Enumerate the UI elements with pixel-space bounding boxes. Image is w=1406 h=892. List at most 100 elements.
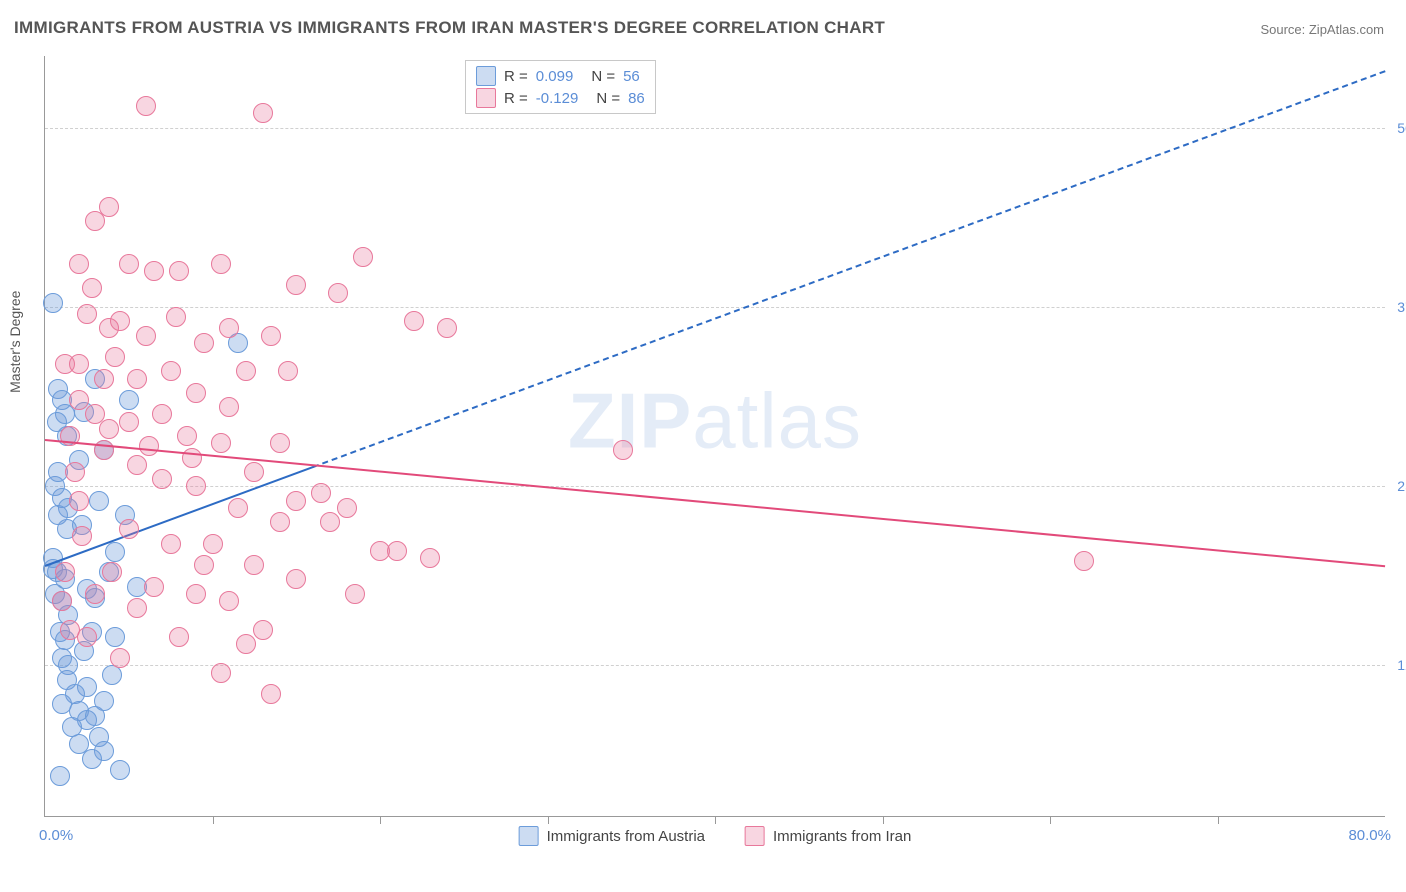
x-tick xyxy=(380,816,381,824)
data-point xyxy=(169,627,189,647)
legend-label-iran: Immigrants from Iran xyxy=(773,828,911,845)
data-point xyxy=(253,103,273,123)
stat-label: R = xyxy=(504,68,528,85)
data-point xyxy=(236,634,256,654)
data-point xyxy=(194,555,214,575)
stat-label: R = xyxy=(504,90,528,107)
data-point xyxy=(387,541,407,561)
data-point xyxy=(82,278,102,298)
data-point xyxy=(77,304,97,324)
data-point xyxy=(110,311,130,331)
data-point xyxy=(119,254,139,274)
legend: Immigrants from Austria Immigrants from … xyxy=(519,826,912,846)
data-point xyxy=(244,462,264,482)
legend-swatch-iran xyxy=(745,826,765,846)
data-point xyxy=(161,361,181,381)
data-point xyxy=(82,749,102,769)
swatch-austria xyxy=(476,66,496,86)
data-point xyxy=(144,261,164,281)
data-point xyxy=(613,440,633,460)
data-point xyxy=(69,491,89,511)
data-point xyxy=(94,369,114,389)
data-point xyxy=(186,476,206,496)
legend-item-iran: Immigrants from Iran xyxy=(745,826,911,846)
gridline xyxy=(45,665,1385,666)
scatter-chart: Master's Degree ZIPatlas R = 0.099 N = 5… xyxy=(44,56,1385,817)
x-tick xyxy=(213,816,214,824)
gridline xyxy=(45,307,1385,308)
data-point xyxy=(152,404,172,424)
data-point xyxy=(105,627,125,647)
data-point xyxy=(219,397,239,417)
data-point xyxy=(286,491,306,511)
data-point xyxy=(65,462,85,482)
data-point xyxy=(353,247,373,267)
stat-label: N = xyxy=(596,90,620,107)
legend-label-austria: Immigrants from Austria xyxy=(547,828,705,845)
data-point xyxy=(152,469,172,489)
y-tick-label: 37.5% xyxy=(1397,299,1406,315)
data-point xyxy=(43,293,63,313)
data-point xyxy=(110,648,130,668)
data-point xyxy=(55,562,75,582)
data-point xyxy=(194,333,214,353)
data-point xyxy=(89,491,109,511)
data-point xyxy=(105,347,125,367)
data-point xyxy=(99,197,119,217)
data-point xyxy=(261,684,281,704)
data-point xyxy=(311,483,331,503)
data-point xyxy=(253,620,273,640)
data-point xyxy=(55,354,75,374)
data-point xyxy=(127,369,147,389)
data-point xyxy=(161,534,181,554)
y-tick-label: 12.5% xyxy=(1397,657,1406,673)
legend-item-austria: Immigrants from Austria xyxy=(519,826,705,846)
data-point xyxy=(182,448,202,468)
data-point xyxy=(94,691,114,711)
data-point xyxy=(1074,551,1094,571)
data-point xyxy=(52,591,72,611)
stats-row-iran: R = -0.129 N = 86 xyxy=(476,87,645,109)
data-point xyxy=(203,534,223,554)
swatch-iran xyxy=(476,88,496,108)
data-point xyxy=(186,383,206,403)
data-point xyxy=(136,326,156,346)
data-point xyxy=(270,512,290,532)
chart-title: IMMIGRANTS FROM AUSTRIA VS IMMIGRANTS FR… xyxy=(14,18,885,38)
data-point xyxy=(186,584,206,604)
x-axis-min-label: 0.0% xyxy=(39,827,73,844)
data-point xyxy=(99,419,119,439)
data-point xyxy=(345,584,365,604)
data-point xyxy=(127,598,147,618)
watermark: ZIPatlas xyxy=(568,375,862,466)
x-tick xyxy=(548,816,549,824)
trend-line xyxy=(313,70,1386,468)
data-point xyxy=(50,766,70,786)
data-point xyxy=(328,283,348,303)
data-point xyxy=(270,433,290,453)
watermark-light: atlas xyxy=(692,376,862,464)
data-point xyxy=(211,254,231,274)
data-point xyxy=(127,455,147,475)
data-point xyxy=(169,261,189,281)
data-point xyxy=(110,760,130,780)
data-point xyxy=(261,326,281,346)
data-point xyxy=(136,96,156,116)
data-point xyxy=(404,311,424,331)
gridline xyxy=(45,128,1385,129)
stat-n-iran: 86 xyxy=(628,90,645,107)
data-point xyxy=(166,307,186,327)
x-tick xyxy=(1050,816,1051,824)
stat-n-austria: 56 xyxy=(623,68,640,85)
gridline xyxy=(45,486,1385,487)
data-point xyxy=(437,318,457,338)
data-point xyxy=(244,555,264,575)
data-point xyxy=(337,498,357,518)
data-point xyxy=(177,426,197,446)
data-point xyxy=(72,526,92,546)
data-point xyxy=(420,548,440,568)
y-axis-title: Master's Degree xyxy=(7,291,23,393)
x-axis-max-label: 80.0% xyxy=(1348,827,1391,844)
data-point xyxy=(211,663,231,683)
data-point xyxy=(219,591,239,611)
